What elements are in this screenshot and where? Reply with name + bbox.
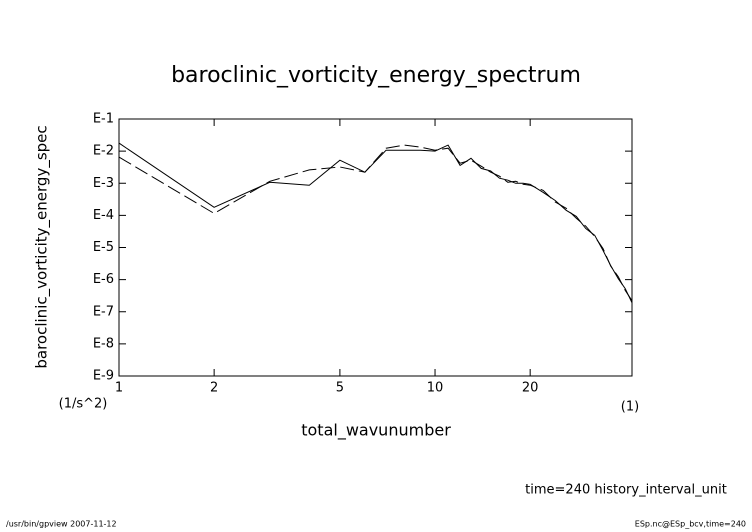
series-line [118,142,633,304]
y-tick-label: E-8 [93,336,114,351]
annotation: time=240 history_interval_unit [525,483,727,498]
x-axis-label: total_wavunumber [301,421,451,441]
y-tick-label: E-6 [93,272,114,287]
plot-frame [118,118,633,377]
x-tick-label: 1 [115,381,123,396]
y-tick-label: E-5 [93,240,114,255]
x-tick-label: 20 [522,381,539,396]
x-tick-label: 10 [427,381,444,396]
y-tick-label: E-7 [93,304,114,319]
series-line [118,144,633,301]
footer-left: /usr/bin/gpview 2007-11-12 [6,520,117,529]
x-tick-label: 2 [210,381,218,396]
x-units: (1) [621,400,639,415]
y-units: (1/s^2) [59,397,108,412]
y-tick-label: E-4 [93,208,114,223]
x-tick-label: 5 [336,381,344,396]
y-tick-label: E-9 [93,369,114,384]
footer-right: ESp.nc@ESp_bcv,time=240 [635,520,746,529]
chart-title: baroclinic_vorticity_energy_spectrum [171,63,581,88]
y-tick-label: E-3 [93,176,114,191]
y-tick-label: E-2 [93,144,114,159]
y-tick-label: E-1 [93,112,114,127]
y-axis-label: baroclinic_vorticity_energy_spec [33,125,52,368]
